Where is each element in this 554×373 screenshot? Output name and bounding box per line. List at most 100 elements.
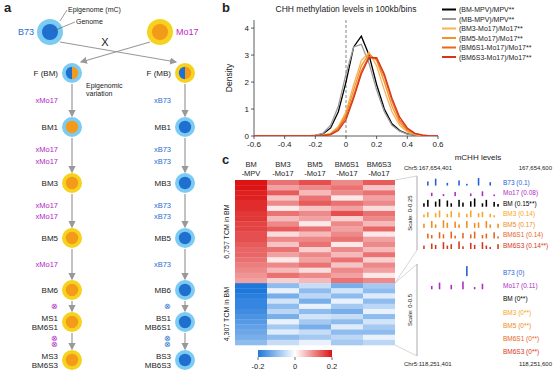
label: BM6	[42, 286, 59, 295]
methylation-bar	[454, 355, 456, 356]
legend-swatch	[442, 37, 456, 39]
methylation-bar	[489, 289, 491, 290]
genome-core	[66, 121, 78, 133]
label: MB5	[155, 234, 172, 243]
coordinate: Chr5:118,251,401	[404, 361, 452, 367]
heat-cell	[235, 293, 267, 298]
methylation-bar	[435, 302, 437, 303]
section-label: 6,757 TCM in BM	[223, 204, 230, 259]
methylation-bar	[431, 302, 433, 303]
methylation-bar	[450, 185, 452, 186]
track-label: BM6S3 (0.14**)	[503, 242, 548, 250]
track-label: BM3 (0**)	[503, 309, 531, 317]
column-label: BM5-Mo17	[304, 160, 325, 178]
heat-cell	[363, 314, 395, 319]
methylation-bar	[474, 355, 476, 356]
column-label-line: -Mo17	[272, 169, 293, 178]
track-label: BM6S1 (0.14)	[503, 231, 543, 239]
methylation-bar	[423, 289, 425, 290]
genome-half	[185, 67, 191, 79]
methylation-bar	[431, 355, 433, 356]
methylation-bar	[462, 227, 464, 228]
generation-node	[62, 63, 82, 83]
y-tick	[251, 136, 254, 137]
label: Mo17	[176, 27, 199, 37]
plot-area	[254, 36, 438, 136]
methylation-bar	[497, 217, 499, 218]
methylation-bar	[486, 221, 488, 228]
methylation-bar	[431, 286, 433, 289]
label: X	[101, 36, 109, 48]
density-line	[254, 54, 438, 136]
methylation-bar	[478, 355, 480, 356]
heat-cell	[331, 314, 363, 319]
heat-cell	[363, 195, 395, 200]
section-label: 4,307 TCM in BM	[223, 287, 230, 342]
heat-cell	[363, 180, 395, 185]
methylation-bar	[439, 227, 441, 228]
label: B73	[18, 27, 34, 37]
label: F (BM)	[34, 69, 59, 78]
methylation-bar	[435, 238, 437, 239]
cross-label: xMo17	[35, 260, 58, 269]
heat-cell	[267, 216, 299, 221]
methylation-bar	[489, 341, 491, 342]
heat-cell	[299, 340, 331, 345]
heat-cell	[331, 263, 363, 268]
heat-cell	[299, 324, 331, 329]
y-tick	[251, 55, 254, 56]
methylation-bar	[454, 185, 456, 186]
methylation-bar	[466, 266, 468, 276]
heat-cell	[235, 324, 267, 329]
heat-cell	[331, 319, 363, 324]
methylation-bar	[482, 212, 484, 217]
methylation-bar	[450, 328, 452, 329]
generation-node	[37, 19, 63, 45]
column-label-line: -Mo17	[304, 169, 325, 178]
connector	[395, 264, 417, 283]
heat-cell	[235, 278, 267, 283]
methylation-bar	[486, 246, 488, 249]
methylation-bar	[497, 185, 499, 186]
tick-label: 2	[245, 78, 250, 87]
legend-entry: (BM3-Mo17)/Mo17**	[459, 25, 523, 33]
heat-cell	[331, 324, 363, 329]
legend-swatch	[442, 28, 456, 30]
heat-cell	[235, 268, 267, 273]
methylation-bar	[423, 302, 425, 303]
methylation-bar	[470, 234, 472, 238]
methylation-bar	[447, 355, 449, 356]
heat-cell	[299, 232, 331, 237]
methylation-bar	[474, 232, 476, 239]
methylation-bar	[466, 184, 468, 186]
methylation-bar	[458, 289, 460, 290]
heat-cell	[331, 195, 363, 200]
x-tick	[438, 136, 439, 139]
y-tick	[251, 28, 254, 29]
genome-core	[179, 121, 191, 133]
arrow	[184, 84, 185, 116]
heat-cell	[235, 252, 267, 257]
x-tick	[254, 136, 255, 139]
methylation-bar	[439, 232, 441, 238]
methylation-bar	[435, 202, 437, 207]
methylation-bar	[470, 315, 472, 316]
column-label-line: -Mo17	[368, 169, 389, 178]
methylation-bar	[478, 196, 480, 197]
methylation-bar	[478, 341, 480, 342]
methylation-bar	[447, 289, 449, 290]
methylation-bar	[462, 185, 464, 186]
methylation-bar	[486, 302, 488, 303]
generation-node	[175, 63, 195, 83]
methylation-bar	[454, 206, 456, 207]
methylation-bar	[489, 355, 491, 356]
colorbar-tick	[332, 357, 333, 360]
methylation-bar	[427, 212, 429, 217]
methylation-bar	[489, 247, 491, 249]
methylation-bar	[466, 355, 468, 356]
methylation-bar	[427, 234, 429, 239]
methylation-bar	[493, 194, 495, 196]
methylation-bar	[474, 196, 476, 197]
methylation-bar	[493, 215, 495, 217]
cross-label: xB73	[154, 212, 171, 221]
